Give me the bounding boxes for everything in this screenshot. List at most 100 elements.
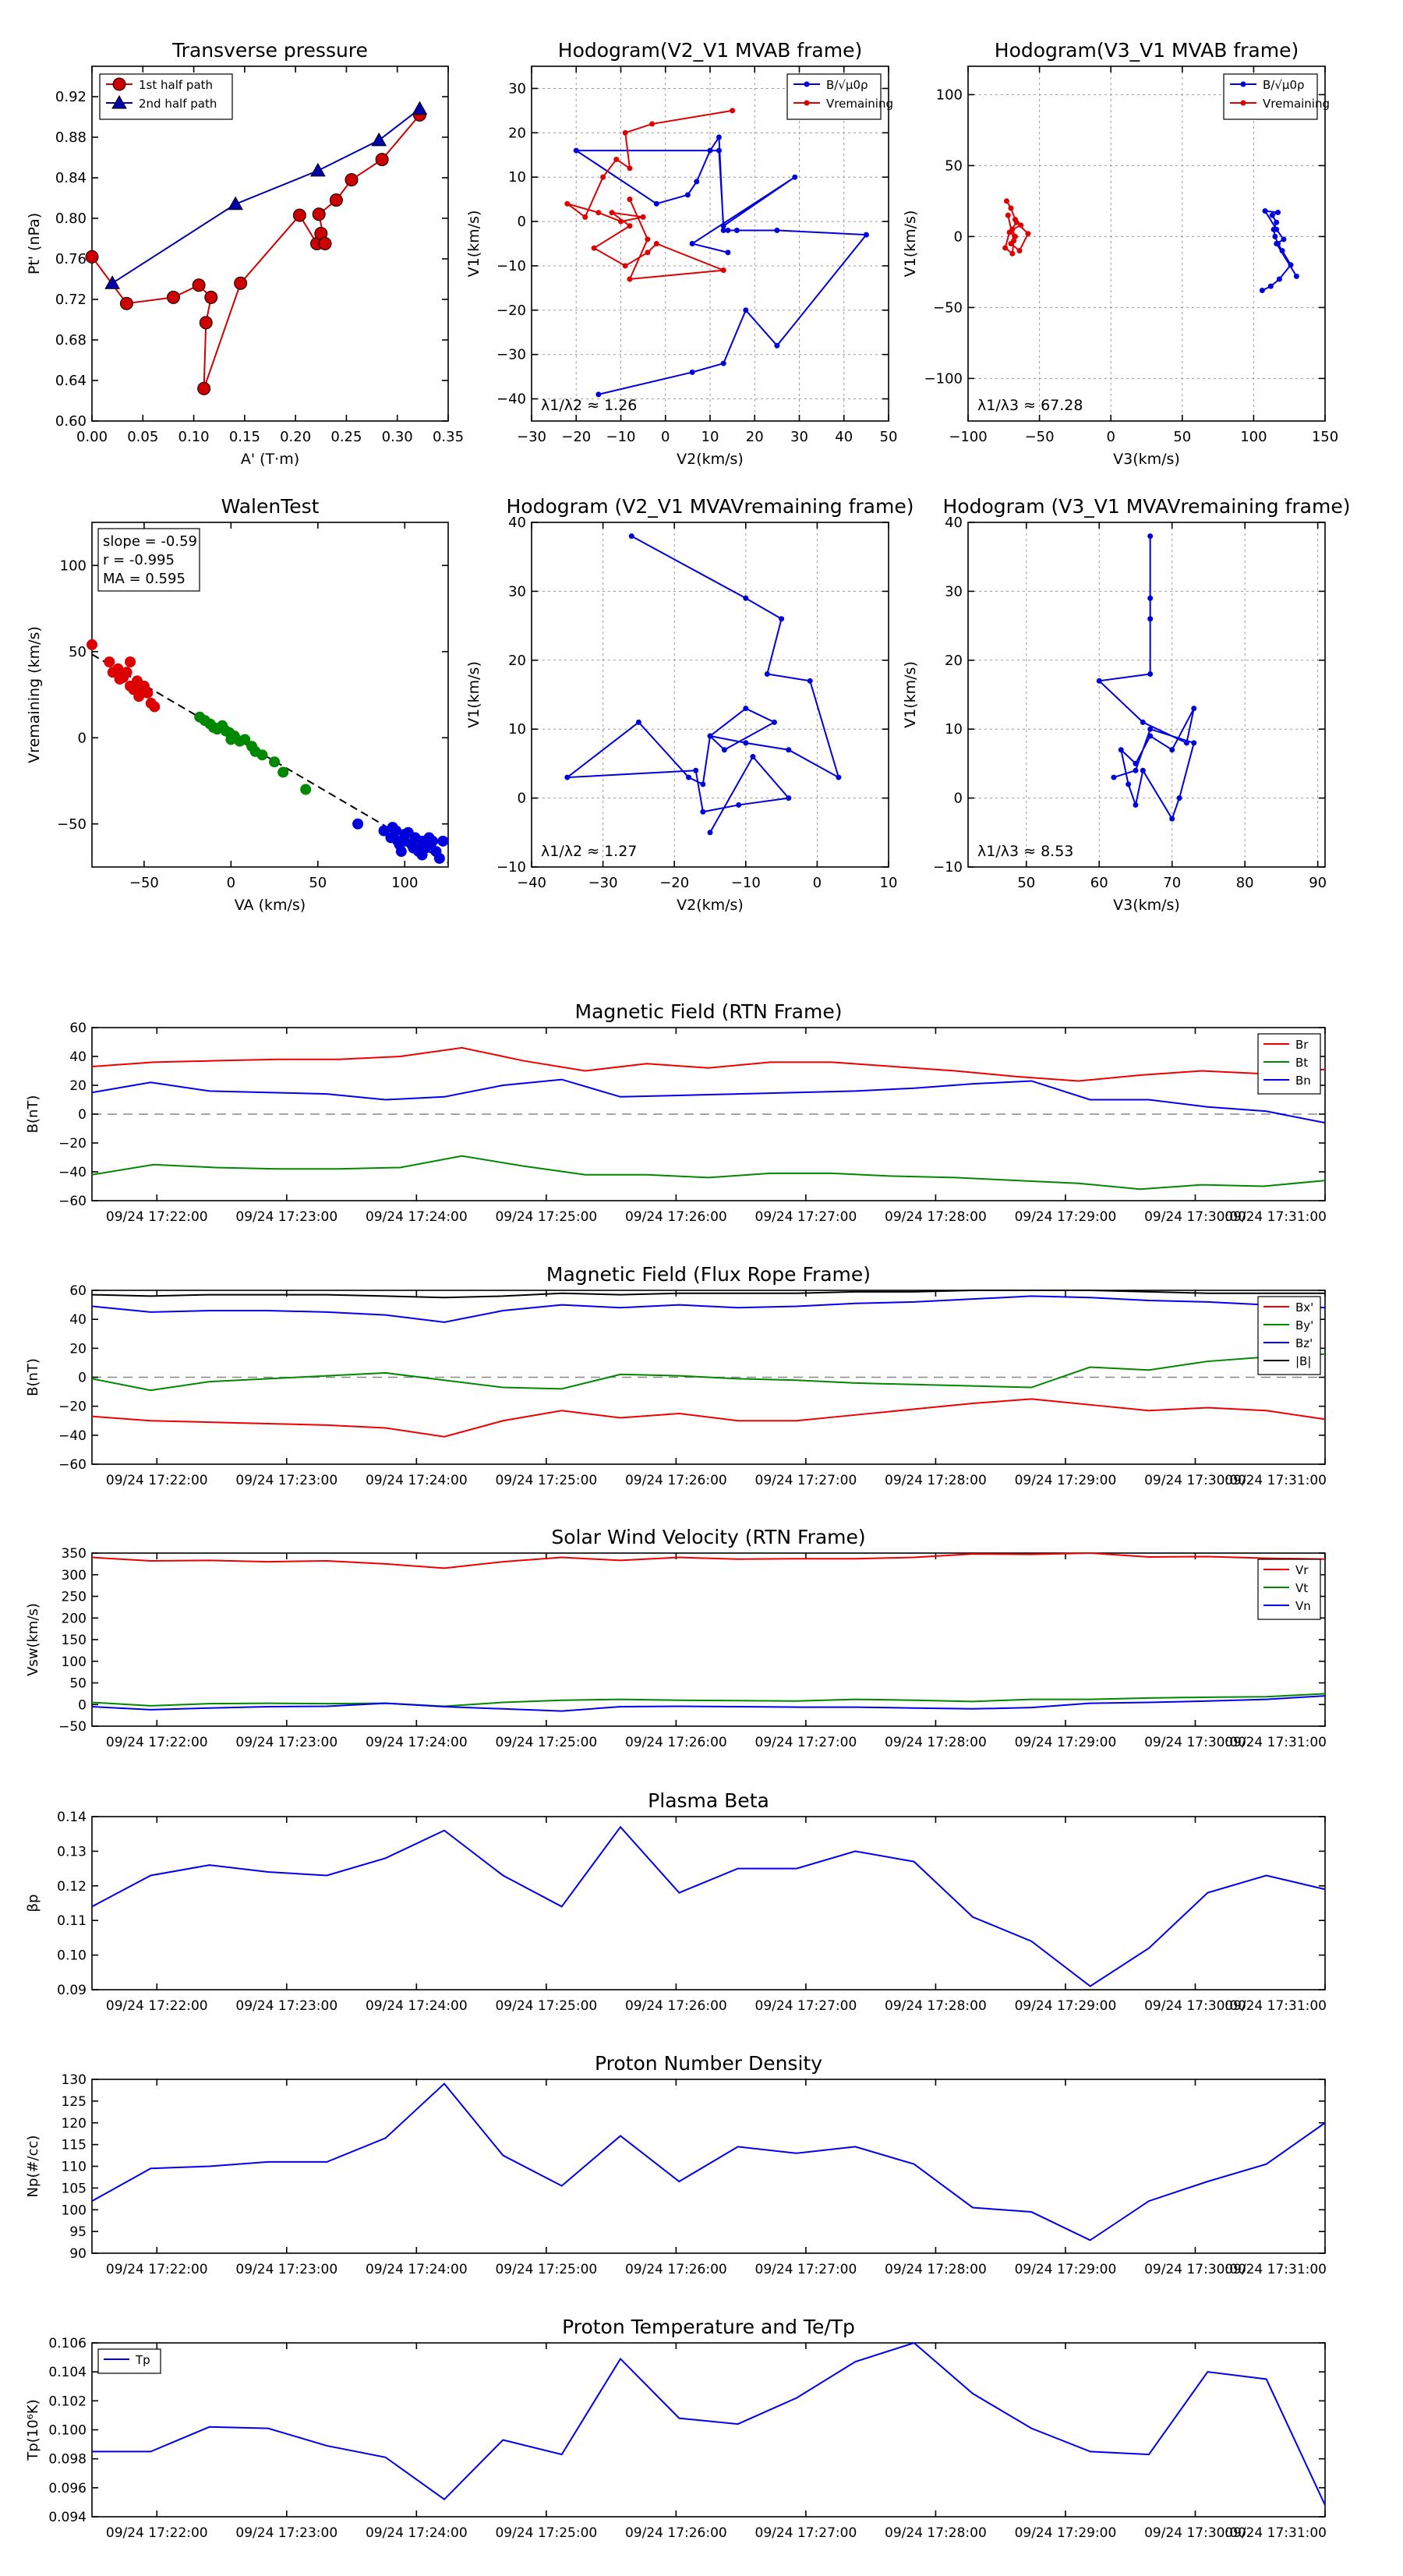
legend-box — [1257, 1033, 1321, 1095]
y-tick-label: −100 — [924, 370, 963, 387]
stats-box — [97, 528, 200, 592]
y-tick-label: −20 — [58, 1399, 87, 1415]
data-point — [1293, 273, 1299, 279]
series-line-Br — [91, 1046, 1326, 1082]
x-tick-label: 100 — [391, 875, 418, 891]
x-tick-label: 09/24 17:27:00 — [755, 2525, 857, 2541]
x-tick-label: 09/24 17:31:00 — [1225, 1998, 1327, 2014]
data-point — [1191, 740, 1197, 746]
y-tick-label: 0.60 — [55, 413, 87, 430]
data-point — [345, 173, 359, 187]
y-tick-label: 50 — [69, 1676, 87, 1692]
data-point — [85, 249, 99, 264]
y-tick-label: −50 — [58, 1719, 87, 1735]
y-tick-label: 0.72 — [55, 292, 87, 308]
data-point — [310, 162, 326, 177]
legend-label: Br — [1295, 1038, 1309, 1052]
series-line-0 — [91, 114, 421, 389]
series-line-0 — [564, 535, 840, 833]
data-point — [635, 719, 641, 725]
x-tick-label: −50 — [1025, 429, 1055, 445]
data-point — [700, 809, 706, 815]
y-tick-label: 0.76 — [55, 251, 87, 267]
y-axis-label: Vremaining (km/s) — [26, 626, 43, 763]
x-tick-label: 50 — [1173, 429, 1191, 445]
legend-label: Vt — [1295, 1581, 1308, 1595]
data-point — [133, 691, 145, 702]
data-point — [1147, 616, 1154, 622]
y-tick-label: 110 — [62, 2160, 87, 2175]
eigen-ratio-annotation: λ1/λ3 ≈ 8.53 — [977, 843, 1073, 860]
x-tick-label: 09/24 17:22:00 — [106, 1735, 208, 1750]
x-tick-label: 50 — [309, 875, 327, 891]
y-tick-label: 0.13 — [57, 1844, 87, 1859]
series-line-0 — [1261, 210, 1298, 292]
x-tick-label: 09/24 17:28:00 — [885, 2262, 987, 2277]
x-tick-label: 09/24 17:29:00 — [1015, 2262, 1117, 2277]
x-tick-label: 09/24 17:25:00 — [495, 1473, 597, 1488]
x-tick-label: 80 — [1236, 875, 1254, 891]
x-tick-label: 09/24 17:31:00 — [1225, 1735, 1327, 1750]
y-tick-label: 105 — [62, 2181, 87, 2196]
plot-frame — [91, 2079, 1326, 2254]
data-point — [416, 849, 428, 861]
x-tick-label: 0.30 — [382, 429, 413, 445]
x-tick-label: 09/24 17:27:00 — [755, 1473, 857, 1488]
x-tick-label: 09/24 17:26:00 — [625, 2262, 727, 2277]
data-point — [256, 749, 268, 761]
data-point — [595, 210, 602, 216]
y-tick-label: 0 — [518, 214, 526, 230]
series-line-Bn — [91, 1078, 1326, 1124]
data-point — [792, 174, 798, 180]
data-point — [725, 227, 731, 233]
legend-label: 2nd half path — [139, 97, 217, 111]
legend-box — [1257, 1559, 1321, 1620]
series-line-Vr — [91, 1552, 1326, 1569]
x-tick-label: 09/24 17:31:00 — [1225, 2525, 1327, 2541]
data-point — [149, 701, 161, 713]
data-point — [725, 249, 731, 256]
data-point — [1018, 222, 1024, 228]
data-point — [318, 237, 332, 250]
x-tick-label: 09/24 17:24:00 — [366, 1209, 468, 1225]
x-tick-label: 50 — [1017, 875, 1035, 891]
y-tick-label: −10 — [497, 859, 526, 876]
series-line-Np — [91, 2082, 1326, 2242]
x-tick-label: 10 — [880, 875, 898, 891]
data-point — [1275, 209, 1281, 215]
data-point — [684, 192, 691, 198]
legend-label: B/√μ0ρ — [826, 78, 868, 92]
data-point — [204, 290, 218, 304]
stats-line: MA = 0.595 — [103, 571, 186, 587]
x-axis-label: VA (km/s) — [235, 897, 306, 914]
data-point — [779, 616, 785, 622]
data-point — [622, 263, 628, 269]
x-tick-label: 09/24 17:26:00 — [625, 1209, 727, 1225]
data-point — [1274, 219, 1280, 225]
data-point — [627, 276, 633, 282]
x-tick-label: 10 — [702, 429, 719, 445]
data-point — [720, 360, 726, 366]
data-point — [627, 223, 633, 229]
data-point — [1003, 198, 1009, 204]
data-point — [707, 733, 713, 739]
panel-tp: 0.094 0.096 0.098 0.100 0.102 0.104 0.106 09/24… — [25, 2316, 1327, 2541]
chart-title: Transverse pressure — [171, 39, 368, 62]
data-point — [730, 108, 736, 114]
data-point — [613, 156, 620, 162]
data-point — [627, 196, 633, 203]
data-point — [225, 734, 237, 745]
x-tick-label: 60 — [1090, 875, 1108, 891]
data-point — [112, 663, 124, 674]
y-tick-label: −40 — [58, 1428, 87, 1444]
legend-marker — [111, 94, 127, 109]
y-tick-label: 0.84 — [55, 170, 87, 186]
data-point — [1140, 767, 1146, 773]
data-point — [1016, 248, 1023, 254]
data-point — [375, 153, 389, 167]
data-point — [1133, 767, 1139, 773]
x-tick-label: 09/24 17:23:00 — [235, 1735, 337, 1750]
x-tick-label: 09/24 17:26:00 — [625, 1998, 727, 2014]
legend-box — [97, 2348, 161, 2374]
